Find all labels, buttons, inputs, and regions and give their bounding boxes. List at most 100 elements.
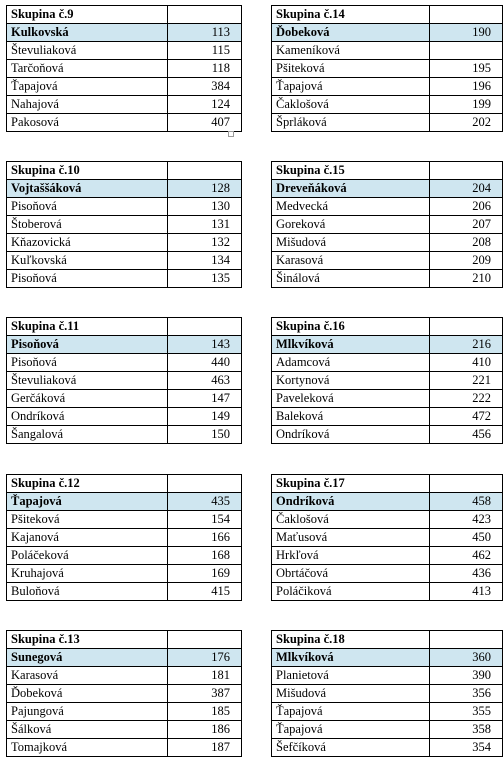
member-number: 436: [429, 564, 503, 583]
member-number: 354: [429, 738, 503, 757]
member-number: 358: [429, 720, 503, 739]
table-row: Kortynová 221: [270, 371, 503, 390]
group-leader-row: Vojtaššáková 128: [6, 179, 242, 198]
member-number: 147: [167, 389, 242, 408]
member-number: 208: [429, 233, 503, 252]
member-name: Šefčíková: [270, 738, 431, 757]
group-title-row: Skupina č.11: [6, 317, 242, 336]
member-name: Pšiteková: [6, 510, 168, 529]
member-number: 130: [167, 197, 242, 216]
member-name: Kajanová: [6, 528, 168, 547]
table-row: Ťapajová 358: [270, 720, 503, 739]
member-number: 204: [429, 179, 503, 198]
member-name: Pšiteková: [270, 59, 431, 78]
group-title: Skupina č.9: [6, 5, 168, 24]
member-number: 221: [429, 371, 503, 390]
table-row: Pajungová 185: [6, 702, 242, 721]
group-table: Skupina č.10 Vojtaššáková 128 Pisoňová 130 Št…: [6, 161, 242, 288]
table-row: Baleková 472: [270, 407, 503, 426]
member-name: Ťapajová: [270, 77, 431, 96]
table-row: Mišudová 208: [270, 233, 503, 252]
member-name: Števuliaková: [6, 41, 168, 60]
member-number: 413: [429, 582, 503, 601]
table-row: Mišudová 356: [270, 684, 503, 703]
table-row: Ondríková 149: [6, 407, 242, 426]
member-number: [429, 41, 503, 60]
table-row: Maťusová 450: [270, 528, 503, 547]
table-row: Ťapajová 384: [6, 77, 242, 96]
group-leader-row: Sunegová 176: [6, 648, 242, 667]
table-row: Pakosová 407: [6, 113, 242, 132]
member-name: Pisoňová: [6, 335, 168, 354]
member-name: Hrkľová: [270, 546, 431, 565]
member-number: 176: [167, 648, 242, 667]
table-row: Tarčoňová 118: [6, 59, 242, 78]
group-table: Skupina č.15 Dreveňáková 204 Medvecká 206 Gor…: [270, 161, 503, 288]
group-leader-row: Mlkvíková 360: [270, 648, 503, 667]
member-number: 384: [167, 77, 242, 96]
group-leader-row: Kulkovská 113: [6, 23, 242, 42]
member-number: 440: [167, 353, 242, 372]
member-name: Poláčeková: [6, 546, 168, 565]
group-title-value-cell: [429, 5, 503, 24]
member-name: Goreková: [270, 215, 431, 234]
table-row: Kruhajová 169: [6, 564, 242, 583]
member-name: Mlkvíková: [270, 335, 431, 354]
group-title-value-cell: [167, 5, 242, 24]
member-name: Šálková: [6, 720, 168, 739]
table-row: Kameníková: [270, 41, 503, 60]
member-name: Buloňová: [6, 582, 168, 601]
group-title-value-cell: [429, 317, 503, 336]
member-number: 360: [429, 648, 503, 667]
table-row: Adamcová 410: [270, 353, 503, 372]
group-leader-row: Ťapajová 435: [6, 492, 242, 511]
group-title: Skupina č.13: [6, 630, 168, 649]
table-resize-handle[interactable]: [228, 131, 234, 137]
table-row: Šangalová 150: [6, 425, 242, 444]
member-number: 435: [167, 492, 242, 511]
group-table: Skupina č.9 Kulkovská 113 Števuliaková 115 Ta…: [6, 5, 242, 132]
member-name: Kruhajová: [6, 564, 168, 583]
group-table: Skupina č.13 Sunegová 176 Karasová 181 Ďobeko…: [6, 630, 242, 757]
member-name: Čaklošová: [270, 95, 431, 114]
group-leader-row: Ďobeková 190: [270, 23, 503, 42]
member-number: 456: [429, 425, 503, 444]
group-leader-row: Dreveňáková 204: [270, 179, 503, 198]
table-row: Pisoňová 440: [6, 353, 242, 372]
group-table: Skupina č.18 Mlkvíková 360 Planietová 390 Miš…: [270, 630, 503, 757]
group-table: Skupina č.14 Ďobeková 190 Kameníková Pšiteko…: [270, 5, 503, 132]
member-number: 187: [167, 738, 242, 757]
member-number: 134: [167, 251, 242, 270]
member-name: Ondríková: [270, 492, 431, 511]
member-number: 113: [167, 23, 242, 42]
member-name: Nahajová: [6, 95, 168, 114]
table-row: Ďobeková 387: [6, 684, 242, 703]
group-title: Skupina č.15: [270, 161, 431, 180]
group-title: Skupina č.18: [270, 630, 431, 649]
group-title: Skupina č.17: [270, 474, 431, 493]
group-title-row: Skupina č.17: [270, 474, 503, 493]
table-row: Planietová 390: [270, 666, 503, 685]
table-row: Kuľkovská 134: [6, 251, 242, 270]
table-row: Čaklošová 199: [270, 95, 503, 114]
group-title-row: Skupina č.18: [270, 630, 503, 649]
table-row: Štoberová 131: [6, 215, 242, 234]
table-row: Šálková 186: [6, 720, 242, 739]
table-row: Paveleková 222: [270, 389, 503, 408]
group-title-row: Skupina č.14: [270, 5, 503, 24]
member-name: Štoberová: [6, 215, 168, 234]
member-name: Kortynová: [270, 371, 431, 390]
table-row: Števuliaková 115: [6, 41, 242, 60]
member-name: Čaklošová: [270, 510, 431, 529]
member-number: 206: [429, 197, 503, 216]
member-name: Ďobeková: [6, 684, 168, 703]
member-name: Karasová: [270, 251, 431, 270]
member-number: 472: [429, 407, 503, 426]
member-name: Kňazovická: [6, 233, 168, 252]
member-name: Ťapajová: [270, 702, 431, 721]
group-title: Skupina č.14: [270, 5, 431, 24]
member-number: 415: [167, 582, 242, 601]
group-leader-row: Ondríková 458: [270, 492, 503, 511]
member-number: 181: [167, 666, 242, 685]
member-number: 143: [167, 335, 242, 354]
